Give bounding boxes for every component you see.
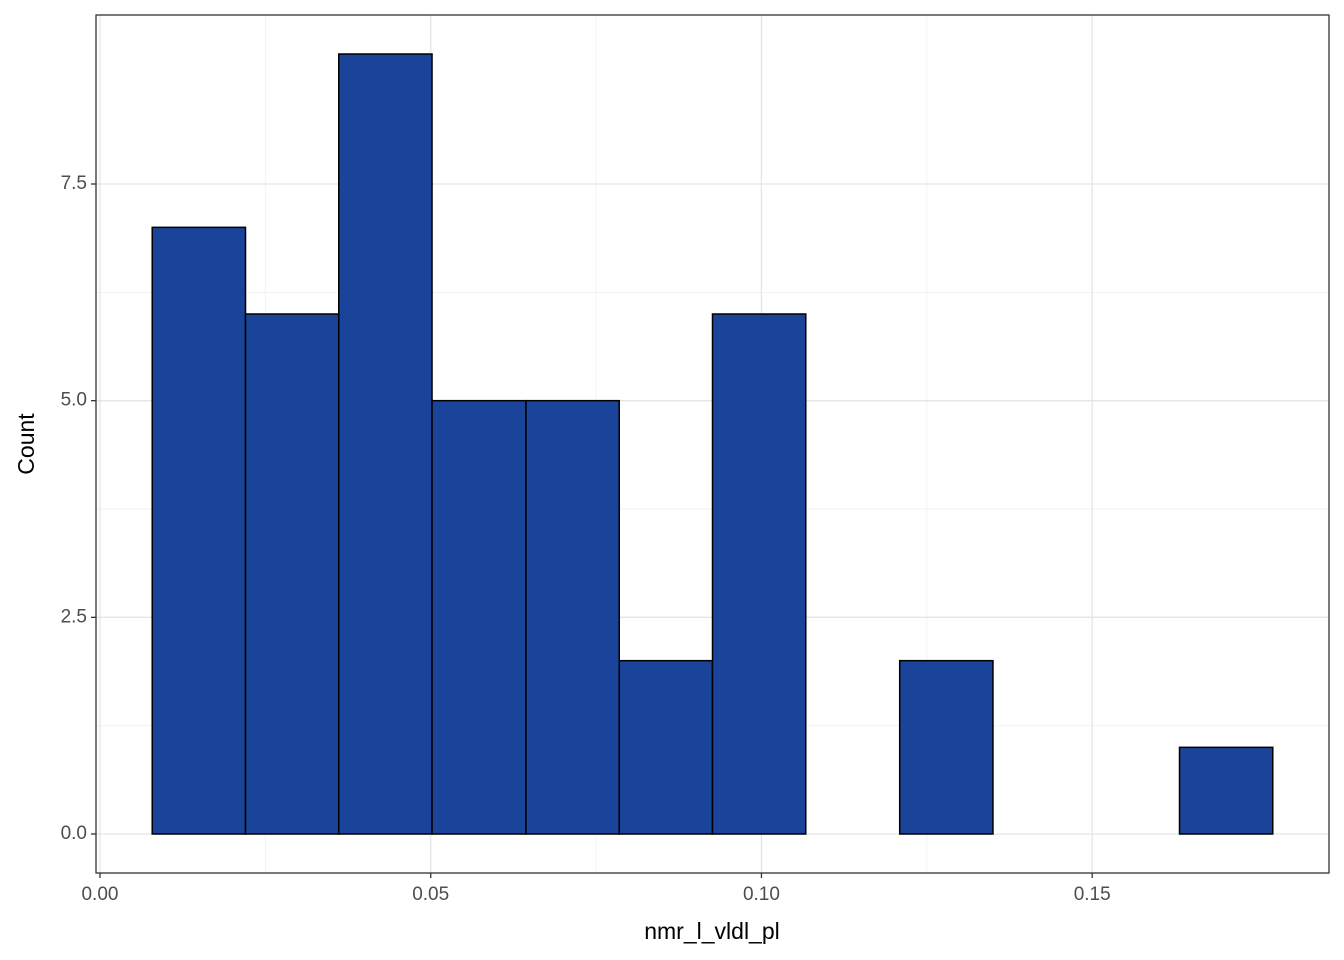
x-tick-label: 0.00 — [81, 884, 118, 905]
x-tick-label: 0.15 — [1074, 884, 1111, 905]
x-tick-label: 0.05 — [412, 884, 449, 905]
bar — [618, 659, 714, 835]
bar — [1178, 746, 1274, 835]
bar — [244, 313, 340, 835]
plot-border — [95, 14, 1330, 874]
x-tick-label: 0.10 — [743, 884, 780, 905]
bar — [711, 313, 807, 835]
y-tick-label: 5.0 — [61, 390, 87, 411]
x-axis-title: nmr_l_vldl_pl — [644, 918, 780, 944]
bar — [431, 399, 527, 835]
bar — [151, 226, 247, 835]
y-tick-label: 2.5 — [61, 606, 87, 627]
y-tick-label: 7.5 — [61, 173, 87, 194]
bar — [525, 399, 620, 835]
bar — [898, 659, 994, 835]
y-tick-label: 0.0 — [61, 823, 87, 844]
y-axis-title: Count — [13, 413, 39, 475]
bar — [338, 53, 433, 835]
